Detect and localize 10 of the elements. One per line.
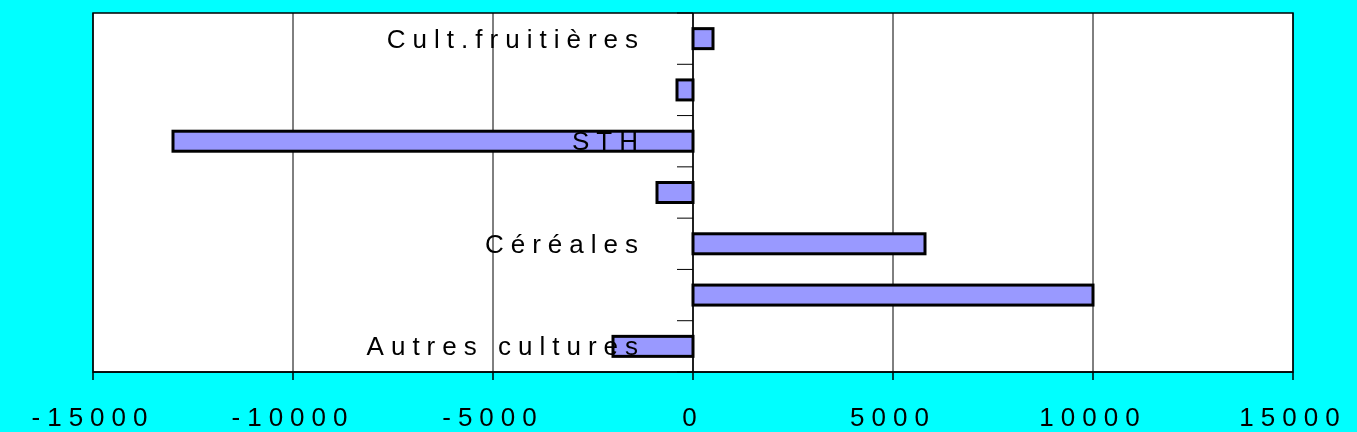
x-tick-label: -10000 (231, 402, 355, 432)
x-tick-label: 5000 (850, 402, 936, 432)
y-tick-label: STH (572, 126, 645, 157)
x-tick-label: -15000 (31, 402, 155, 432)
x-tick-label: 0 (682, 402, 704, 432)
x-tick-label: 10000 (1039, 402, 1147, 432)
x-tick-label: -5000 (442, 402, 544, 432)
y-tick-label: Céréales (484, 228, 645, 259)
x-tick-label: 15000 (1239, 402, 1347, 432)
y-tick-label: Cult.fruitières (386, 23, 645, 54)
